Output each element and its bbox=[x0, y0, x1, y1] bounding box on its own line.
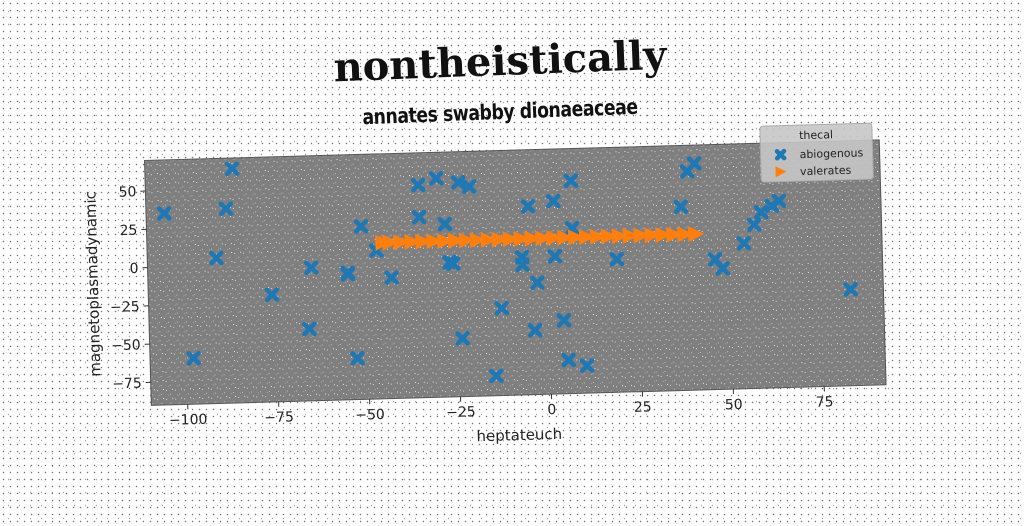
y-axis-label: magnetoplasmadynamic bbox=[81, 191, 104, 377]
y-tick-label: −50 bbox=[111, 337, 141, 354]
x-axis-label: heptateuch bbox=[476, 425, 562, 445]
x-tick-label: 0 bbox=[547, 402, 556, 418]
legend-label-abiogenous: abiogenous bbox=[799, 146, 863, 161]
legend: thecal abiogenous valerates bbox=[760, 123, 874, 182]
legend-label-valerates: valerates bbox=[800, 164, 852, 178]
x-tick-label: 25 bbox=[634, 399, 652, 415]
y-tick-label: 50 bbox=[118, 184, 136, 200]
x-tick-label: 75 bbox=[816, 394, 834, 410]
y-tick-label: 0 bbox=[129, 261, 138, 277]
x-tick-label: −100 bbox=[169, 412, 208, 429]
legend-title: thecal bbox=[799, 128, 833, 142]
x-tick-label: −50 bbox=[355, 407, 385, 424]
legend-marker-abiogenous bbox=[777, 151, 784, 158]
y-tick-label: −25 bbox=[110, 299, 140, 316]
y-axis: −75 −50 −25 0 25 50 bbox=[107, 184, 151, 392]
y-tick-label: −75 bbox=[112, 376, 142, 393]
x-tick-label: 50 bbox=[725, 397, 743, 413]
x-tick-label: −75 bbox=[264, 409, 294, 426]
y-tick-label: 25 bbox=[119, 223, 137, 239]
x-tick-label: −25 bbox=[446, 404, 476, 421]
